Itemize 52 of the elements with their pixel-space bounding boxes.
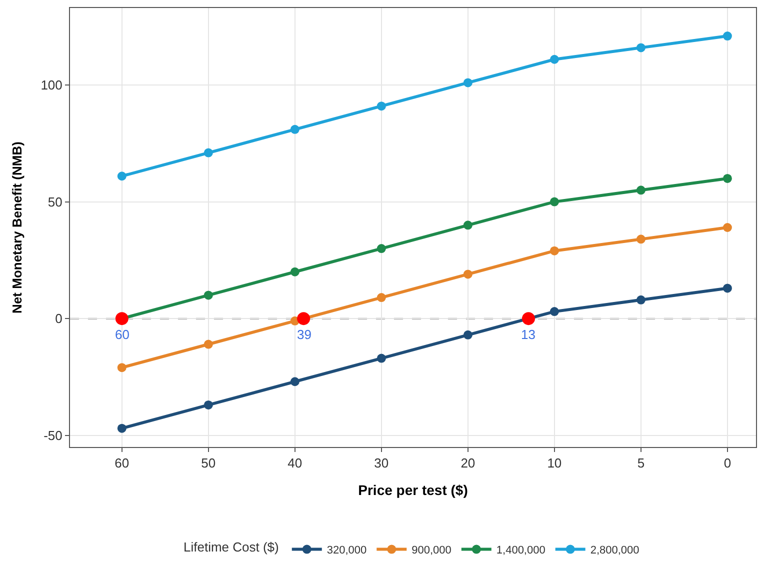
legend-title: Lifetime Cost ($) bbox=[184, 540, 279, 555]
point bbox=[722, 174, 732, 183]
point bbox=[290, 267, 300, 276]
point bbox=[722, 32, 732, 41]
point bbox=[463, 330, 472, 340]
point bbox=[117, 424, 126, 433]
point bbox=[290, 124, 300, 134]
point bbox=[636, 186, 646, 195]
point bbox=[636, 295, 646, 304]
point bbox=[550, 197, 559, 206]
point bbox=[117, 172, 126, 181]
y-axis-title: Net Monetary Benefit (NMB) bbox=[10, 142, 25, 314]
x-tick-label: 0 bbox=[724, 456, 732, 471]
point bbox=[376, 354, 386, 363]
annotation: 13 bbox=[521, 327, 536, 342]
point bbox=[376, 244, 386, 254]
point bbox=[463, 78, 472, 88]
point bbox=[376, 102, 386, 111]
y-tick-label: -50 bbox=[44, 428, 62, 443]
y-tick-label: 0 bbox=[55, 311, 62, 326]
point bbox=[463, 220, 472, 230]
legend-label: 320,000 bbox=[326, 544, 367, 557]
y-tick-label: 100 bbox=[40, 78, 62, 93]
point bbox=[636, 234, 646, 244]
point bbox=[550, 307, 559, 316]
point bbox=[204, 148, 213, 158]
point bbox=[550, 246, 559, 256]
annotation: 60 bbox=[115, 327, 130, 342]
x-tick-label: 10 bbox=[547, 456, 562, 471]
x-tick-label: 30 bbox=[374, 456, 389, 471]
x-tick-label: 50 bbox=[201, 456, 216, 471]
point bbox=[463, 270, 472, 279]
legend-label: 2,800,000 bbox=[590, 544, 640, 557]
x-tick-label: 20 bbox=[460, 456, 476, 471]
point bbox=[204, 290, 213, 300]
y-tick-label: 50 bbox=[48, 194, 62, 210]
x-axis-title: Price per test ($) bbox=[358, 482, 468, 498]
point bbox=[722, 284, 732, 293]
x-tick-label: 40 bbox=[288, 456, 302, 471]
point bbox=[204, 340, 213, 349]
point bbox=[722, 223, 732, 232]
point bbox=[290, 377, 300, 386]
point bbox=[550, 54, 559, 64]
point bbox=[117, 363, 126, 372]
point bbox=[376, 293, 386, 302]
point bbox=[204, 400, 213, 410]
point bbox=[636, 43, 646, 52]
x-tick-label: 5 bbox=[637, 456, 645, 471]
legend-label: 900,000 bbox=[412, 544, 452, 557]
x-tick-label: 60 bbox=[114, 456, 130, 471]
annotation: 39 bbox=[297, 327, 312, 342]
legend-label: 1,400,000 bbox=[496, 544, 546, 557]
